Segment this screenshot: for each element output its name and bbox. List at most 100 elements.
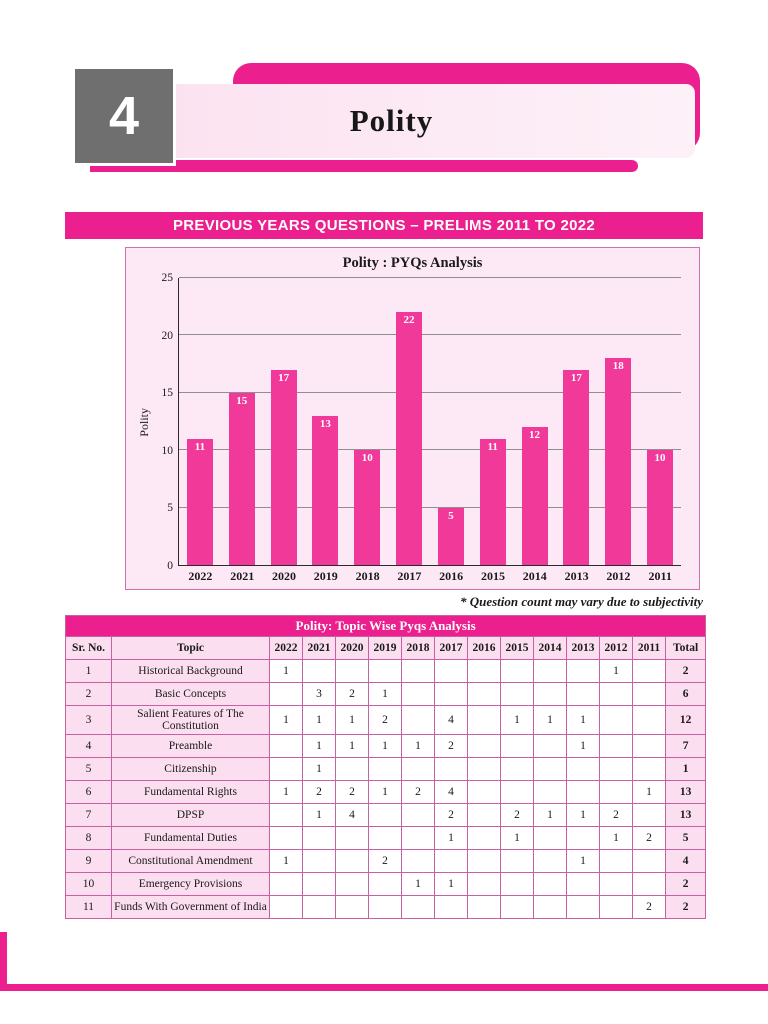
cell-year (566, 780, 600, 804)
column-header: 2015 (500, 636, 534, 660)
cell-total: 4 (664, 849, 707, 873)
cell-total: 2 (664, 895, 707, 919)
cell-year (401, 757, 435, 781)
cell-year (401, 803, 435, 827)
cell-year: 1 (269, 849, 303, 873)
cell-year (533, 734, 567, 758)
bar-slot: 11 (179, 278, 221, 565)
gridline (179, 449, 681, 451)
cell-year (434, 659, 468, 683)
gridline (179, 506, 681, 508)
chart-body: Polity 0 5 10 15 20 25 11 15 17 13 10 22 5 11 12 17 18 1… (136, 272, 681, 572)
cell-year (434, 849, 468, 873)
chart-bar: 15 (228, 392, 255, 565)
cell-year: 1 (335, 734, 369, 758)
cell-year: 1 (599, 826, 633, 850)
cell-topic: Constitutional Amendment (111, 849, 270, 873)
cell-year (533, 659, 567, 683)
table-row: 6 Fundamental Rights 1 2 2 1 2 4 1 13 (65, 780, 707, 804)
bar-value-label: 5 (448, 509, 454, 522)
gridline (179, 277, 681, 278)
table-row: 5 Citizenship 1 1 (65, 757, 707, 781)
chart-bar: 5 (437, 507, 464, 565)
cell-year (533, 682, 567, 706)
chart-bar: 11 (479, 438, 506, 565)
cell-year: 4 (335, 803, 369, 827)
cell-year (401, 849, 435, 873)
cell-srno: 7 (65, 803, 112, 827)
x-tick-label: 2011 (648, 569, 672, 583)
cell-year (467, 803, 501, 827)
cell-topic: DPSP (111, 803, 270, 827)
cell-year (269, 826, 303, 850)
cell-year: 2 (632, 826, 666, 850)
x-tick-label: 2014 (522, 569, 547, 583)
cell-year (335, 826, 369, 850)
cell-year (632, 705, 666, 735)
bar-value-label: 11 (487, 440, 498, 453)
chart-bar: 22 (396, 312, 423, 565)
cell-year (269, 803, 303, 827)
bar-slot: 12 (514, 278, 556, 565)
bar-slot: 18 (597, 278, 639, 565)
cell-year (335, 849, 369, 873)
cell-year (599, 734, 633, 758)
cell-year: 1 (302, 757, 336, 781)
cell-srno: 11 (65, 895, 112, 919)
cell-topic: Funds With Government of India (111, 895, 270, 919)
cell-topic: Fundamental Rights (111, 780, 270, 804)
cell-srno: 2 (65, 682, 112, 706)
cell-year: 1 (269, 780, 303, 804)
column-header: 2011 (632, 636, 666, 660)
x-tick-label: 2017 (397, 569, 422, 583)
column-header: 2021 (302, 636, 336, 660)
y-tick-label: 25 (161, 272, 174, 284)
cell-year: 3 (302, 682, 336, 706)
cell-year: 1 (335, 705, 369, 735)
chapter-number: 4 (108, 86, 140, 146)
chart-bar: 11 (186, 438, 213, 565)
cell-year: 2 (302, 780, 336, 804)
cell-topic: Salient Features of The Constitution (111, 705, 270, 735)
column-header: 2022 (269, 636, 303, 660)
chart-bar: 10 (647, 450, 674, 565)
cell-year (599, 705, 633, 735)
cell-year (533, 849, 567, 873)
cell-year: 1 (302, 705, 336, 735)
cell-year (467, 659, 501, 683)
cell-srno: 9 (65, 849, 112, 873)
cell-year: 2 (368, 705, 402, 735)
chapter-title-banner: Polity (88, 84, 695, 158)
cell-year (599, 757, 633, 781)
cell-year: 1 (401, 872, 435, 896)
cell-srno: 3 (65, 705, 112, 735)
cell-year (368, 803, 402, 827)
table-row: 8 Fundamental Duties 1 1 1 2 5 (65, 826, 707, 850)
cell-year: 1 (434, 872, 468, 896)
cell-year: 1 (269, 659, 303, 683)
column-header: 2018 (401, 636, 435, 660)
plot-area: 11 15 17 13 10 22 5 11 12 17 18 10 (178, 277, 681, 566)
table-header-row: Sr. No. Topic 2022 2021 2020 2019 2018 2017 2016… (65, 636, 707, 660)
cell-year (533, 757, 567, 781)
cell-year (401, 659, 435, 683)
cell-year (566, 895, 600, 919)
cell-topic: Basic Concepts (111, 682, 270, 706)
cell-year (434, 895, 468, 919)
cell-year (632, 682, 666, 706)
cell-topic: Historical Background (111, 659, 270, 683)
cell-year (632, 872, 666, 896)
cell-year: 2 (401, 780, 435, 804)
cell-year: 2 (368, 849, 402, 873)
bottom-page-border (0, 984, 768, 991)
column-header: 2013 (566, 636, 600, 660)
x-tick-label: 2012 (606, 569, 631, 583)
cell-year (500, 780, 534, 804)
cell-year (632, 659, 666, 683)
cell-year (467, 757, 501, 781)
cell-year (368, 659, 402, 683)
bar-slot: 17 (263, 278, 305, 565)
cell-topic: Fundamental Duties (111, 826, 270, 850)
gridline (179, 334, 681, 336)
